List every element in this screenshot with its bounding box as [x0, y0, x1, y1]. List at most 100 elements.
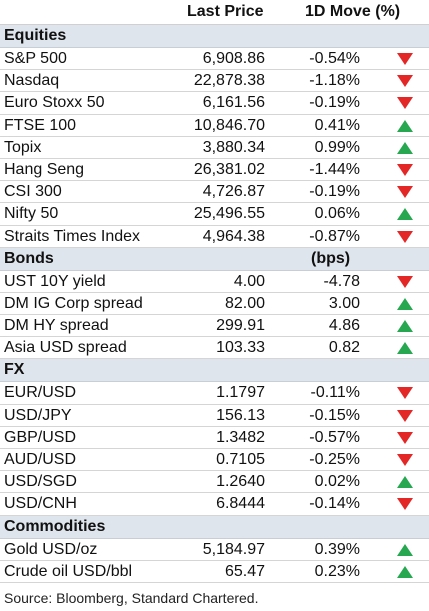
- last-price-value: 22,878.38: [193, 72, 265, 90]
- move-value: -0.25%: [309, 451, 360, 468]
- section-header: Bonds (bps): [0, 247, 429, 271]
- move-value: -0.19%: [309, 94, 360, 112]
- move-value: 0.82: [328, 339, 360, 357]
- table-row: Asia USD spread 103.33 0.82: [0, 337, 429, 360]
- table-row: Euro Stoxx 50 6,161.56 -0.19%: [0, 92, 429, 115]
- last-price-value: 6,908.86: [202, 50, 265, 67]
- last-price-value: 156.13: [216, 406, 265, 424]
- move-value: 3.00: [328, 294, 360, 312]
- table-row: DM HY spread 299.91 4.86: [0, 315, 429, 338]
- table-row: Straits Times Index 4,964.38 -0.87%: [0, 226, 429, 248]
- last-price-value: 0.7105: [216, 451, 265, 468]
- move-value: -0.57%: [309, 428, 360, 446]
- move-value: 0.99%: [314, 138, 360, 156]
- triangle-down-icon: [397, 163, 413, 176]
- triangle-up-icon: [397, 342, 413, 355]
- table-row: USD/JPY 156.13 -0.15%: [0, 405, 429, 427]
- instrument-name: Asia USD spread: [4, 339, 127, 357]
- instrument-name: Nifty 50: [4, 205, 59, 223]
- triangle-down-icon: [397, 230, 413, 243]
- move-value: -0.19%: [309, 183, 360, 201]
- section-header: Equities: [0, 25, 429, 48]
- move-value: 0.41%: [314, 116, 360, 134]
- table-row: DM IG Corp spread 82.00 3.00: [0, 293, 429, 316]
- section-title: Equities: [4, 27, 67, 44]
- instrument-name: USD/JPY: [4, 406, 72, 424]
- table-row: Nifty 50 25,496.55 0.06%: [0, 203, 429, 226]
- last-price-value: 4,964.38: [202, 227, 265, 245]
- last-price-value: 299.91: [216, 317, 265, 335]
- last-price-value: 6,161.56: [202, 94, 265, 112]
- table-header: Last Price 1D Move (%): [0, 0, 429, 25]
- instrument-name: GBP/USD: [4, 428, 77, 446]
- move-value: 0.06%: [314, 205, 360, 223]
- triangle-down-icon: [397, 454, 413, 466]
- move-value: 0.02%: [314, 473, 360, 491]
- last-price-value: 4.00: [233, 272, 265, 290]
- instrument-name: UST 10Y yield: [4, 272, 106, 290]
- triangle-down-icon: [397, 498, 413, 511]
- instrument-name: Gold USD/oz: [4, 540, 98, 558]
- triangle-down-icon: [397, 53, 413, 65]
- table-row: UST 10Y yield 4.00 -4.78: [0, 271, 429, 293]
- triangle-up-icon: [397, 119, 413, 132]
- move-header: 1D Move (%): [305, 3, 401, 20]
- triangle-down-icon: [397, 75, 413, 88]
- triangle-up-icon: [397, 543, 413, 556]
- instrument-name: Nasdaq: [4, 72, 60, 90]
- move-value: 4.86: [328, 317, 360, 335]
- table-row: FTSE 100 10,846.70 0.41%: [0, 115, 429, 137]
- instrument-name: S&P 500: [4, 50, 67, 67]
- section-title: Bonds: [4, 249, 54, 267]
- triangle-down-icon: [397, 387, 413, 400]
- instrument-name: Crude oil USD/bbl: [4, 562, 133, 580]
- table-row: USD/SGD 1.2640 0.02%: [0, 471, 429, 494]
- triangle-up-icon: [397, 476, 413, 489]
- section-header: Commodities: [0, 515, 429, 539]
- instrument-name: DM IG Corp spread: [4, 294, 143, 312]
- move-value: -4.78: [323, 272, 360, 290]
- instrument-name: AUD/USD: [4, 451, 77, 468]
- instrument-name: USD/CNH: [4, 495, 77, 513]
- last-price-value: 82.00: [224, 294, 265, 312]
- source-note: Source: Bloomberg, Standard Chartered.: [4, 590, 259, 606]
- table-row: AUD/USD 0.7105 -0.25%: [0, 449, 429, 472]
- move-value: -0.15%: [309, 406, 360, 424]
- triangle-up-icon: [397, 320, 413, 333]
- triangle-up-icon: [397, 208, 413, 221]
- instrument-name: Topix: [4, 138, 42, 156]
- last-price-value: 1.2640: [216, 473, 265, 491]
- last-price-value: 26,381.02: [193, 160, 265, 178]
- last-price-value: 4,726.87: [202, 183, 265, 201]
- move-value: -0.54%: [309, 50, 360, 67]
- section-title: Commodities: [4, 517, 106, 535]
- last-price-value: 3,880.34: [202, 138, 265, 156]
- table-row: Nasdaq 22,878.38 -1.18%: [0, 70, 429, 93]
- table-row: EUR/USD 1.1797 -0.11%: [0, 382, 429, 405]
- last-price-value: 1.3482: [216, 428, 265, 446]
- last-price-header: Last Price: [187, 3, 264, 20]
- triangle-up-icon: [397, 297, 413, 310]
- instrument-name: EUR/USD: [4, 384, 77, 402]
- instrument-name: DM HY spread: [4, 317, 109, 335]
- move-value: 0.39%: [314, 540, 360, 558]
- move-value: -0.14%: [309, 495, 360, 513]
- table-body: Equities S&P 500 6,908.86 -0.54% Nasdaq 22,87…: [0, 25, 429, 583]
- triangle-down-icon: [397, 431, 413, 444]
- last-price-value: 103.33: [216, 339, 265, 357]
- table-row: Gold USD/oz 5,184.97 0.39%: [0, 539, 429, 561]
- triangle-down-icon: [397, 409, 413, 422]
- triangle-up-icon: [397, 565, 413, 578]
- move-value: -0.11%: [310, 384, 360, 402]
- instrument-name: CSI 300: [4, 183, 62, 201]
- instrument-name: FTSE 100: [4, 116, 77, 134]
- last-price-value: 65.47: [224, 562, 265, 580]
- table-row: Topix 3,880.34 0.99%: [0, 137, 429, 159]
- table-row: S&P 500 6,908.86 -0.54%: [0, 48, 429, 71]
- last-price-value: 25,496.55: [193, 205, 265, 223]
- triangle-down-icon: [397, 186, 413, 199]
- instrument-name: Straits Times Index: [4, 227, 141, 245]
- section-header: FX: [0, 359, 429, 383]
- table-row: USD/CNH 6.8444 -0.14%: [0, 493, 429, 516]
